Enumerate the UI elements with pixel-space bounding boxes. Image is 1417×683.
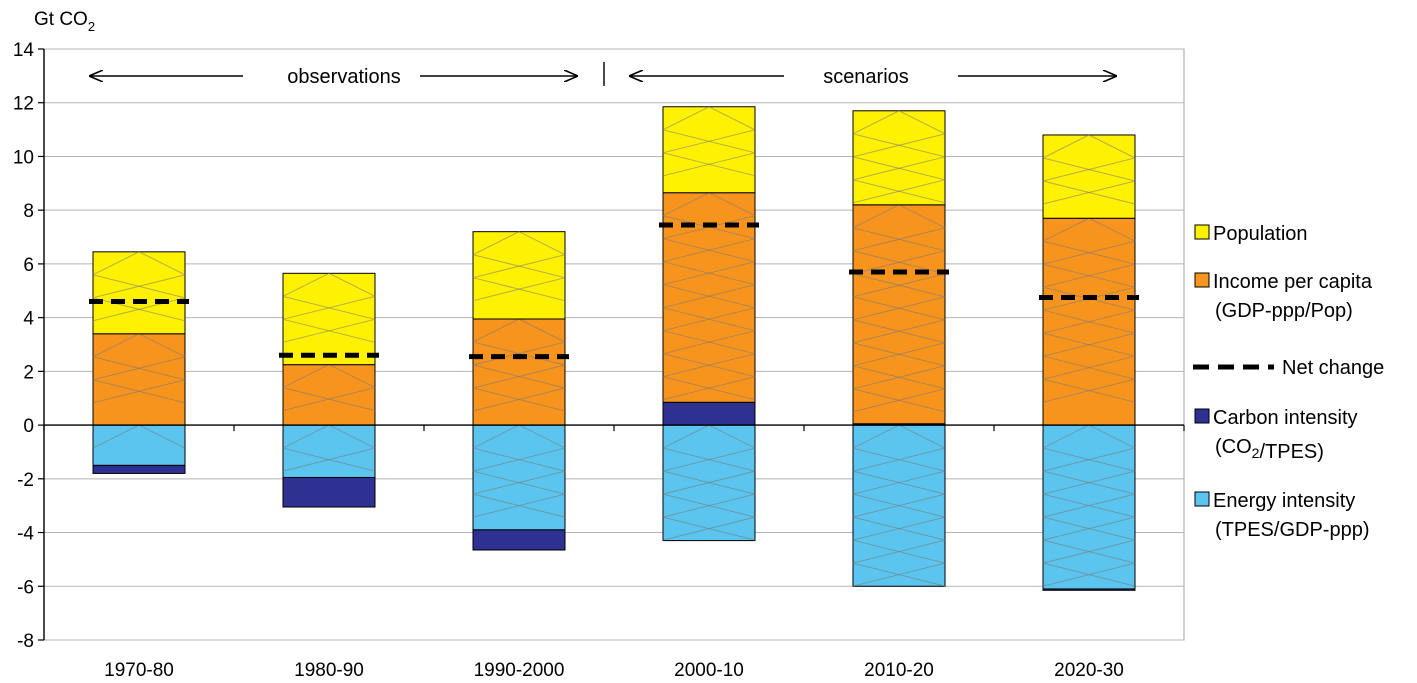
x-tick-label: 1990-2000	[474, 660, 565, 681]
legend-item-population: Population	[1194, 223, 1308, 245]
bar-segment-carbon	[472, 529, 566, 551]
bar-segment-carbon	[1042, 588, 1136, 591]
legend-item-net: Net change	[1193, 357, 1384, 379]
legend-label: Energy intensity	[1213, 490, 1355, 512]
y-tick-label: 6	[23, 255, 34, 276]
bar-hatch	[851, 424, 946, 587]
y-tick-label: 2	[23, 362, 34, 383]
legend-swatch	[1194, 272, 1210, 288]
y-tick-label: -4	[17, 524, 34, 545]
bar-segment-carbon	[92, 464, 186, 474]
bar-hatch	[1041, 424, 1136, 587]
bar-hatch	[851, 110, 946, 204]
bar-hatch	[281, 364, 376, 412]
bar-hatch	[661, 106, 756, 177]
x-tick-label: 2010-20	[864, 660, 934, 681]
legend: Population Income per capita (GDP-ppp/Pop)…	[1193, 223, 1384, 541]
plot-area-border	[43, 48, 1185, 641]
y-tick-label: 0	[23, 416, 34, 437]
bar-segment-population	[282, 272, 376, 366]
legend-item-energy: Energy intensity (TPES/GDP-ppp)	[1194, 490, 1369, 541]
legend-swatch	[1194, 491, 1210, 507]
y-tick-label: -8	[17, 631, 34, 652]
axes: -8 -6 -4 -2 0 2 4 6 8 10 12 14 1970-80 1980-90 1990-20…	[13, 40, 1185, 681]
y-tick-label: 14	[13, 40, 35, 61]
bar-hatch	[281, 272, 376, 343]
x-tick-label: 1970-80	[104, 660, 174, 681]
bar-hatch	[851, 204, 946, 413]
bar-hatch	[471, 318, 566, 412]
bar-group-2000-10	[661, 106, 757, 542]
legend-swatch	[1194, 408, 1210, 424]
y-axis-title: Gt CO2	[34, 9, 95, 34]
y-tick-label: -6	[17, 577, 34, 598]
bar-hatch	[138, 424, 186, 449]
bar-group-1990-2000	[471, 231, 567, 551]
bar-segment-carbon	[282, 476, 376, 508]
bar-group-1970-80	[91, 251, 187, 474]
bar-hatch	[472, 424, 567, 518]
legend-label: Carbon intensity	[1213, 407, 1358, 429]
bar-hatch	[281, 424, 376, 472]
legend-label: Population	[1213, 223, 1308, 245]
bar-segment-income	[852, 204, 946, 425]
bar-segment-energy	[472, 424, 566, 531]
observations-label: observations	[287, 66, 400, 88]
bar-hatch	[471, 424, 566, 518]
y-tick-label: -2	[17, 470, 34, 491]
x-tick-label: 2000-10	[674, 660, 744, 681]
gridlines	[43, 48, 1185, 641]
bar-hatch	[91, 333, 186, 404]
legend-label: (TPES/GDP-ppp)	[1215, 519, 1369, 541]
bar-group-2020-30	[1041, 134, 1137, 591]
bar-segment-income	[92, 333, 186, 426]
bar-hatch	[1041, 217, 1136, 403]
x-tick-label: 2020-30	[1054, 660, 1124, 681]
legend-item-income: Income per capita (GDP-ppp/Pop)	[1194, 271, 1373, 322]
legend-label: (CO2/TPES)	[1215, 436, 1324, 463]
annotations: observations scenarios	[90, 62, 1116, 88]
bar-segment-population	[1042, 134, 1136, 219]
bar-hatch	[282, 364, 377, 412]
bar-hatch	[91, 251, 186, 322]
bar-hatch	[472, 318, 567, 412]
bar-hatch	[1042, 217, 1137, 403]
bar-segment-energy	[92, 424, 186, 466]
bar-segment-population	[662, 106, 756, 194]
y-tick-label: 4	[23, 309, 34, 330]
bar-segment-income	[282, 364, 376, 426]
bars	[91, 106, 1137, 591]
scenarios-label: scenarios	[823, 66, 909, 88]
bar-hatch	[661, 424, 756, 541]
bar-hatch	[282, 424, 377, 472]
legend-swatch	[1194, 224, 1210, 240]
legend-label: Income per capita	[1213, 271, 1373, 293]
legend-label: Net change	[1282, 357, 1384, 379]
bar-segment-population	[92, 251, 186, 335]
bar-hatch	[92, 424, 140, 449]
legend-label: (GDP-ppp/Pop)	[1215, 300, 1353, 322]
bar-hatch	[1041, 134, 1136, 205]
bar-segment-energy	[1042, 424, 1136, 590]
y-tick-label: 12	[13, 94, 34, 115]
bar-segment-carbon	[662, 401, 756, 426]
legend-item-carbon: Carbon intensity (CO2/TPES)	[1194, 407, 1358, 463]
bar-hatch	[471, 231, 566, 302]
x-tick-label: 1980-90	[294, 660, 364, 681]
bar-segment-population	[472, 231, 566, 320]
y-tick-label: 10	[13, 147, 34, 168]
bar-segment-population	[852, 110, 946, 206]
bar-group-2010-20	[851, 110, 947, 587]
bar-hatch	[852, 110, 947, 204]
net-change-markers	[89, 222, 1139, 360]
bar-group-1980-90	[281, 272, 377, 508]
y-tick-label: 8	[23, 201, 34, 222]
